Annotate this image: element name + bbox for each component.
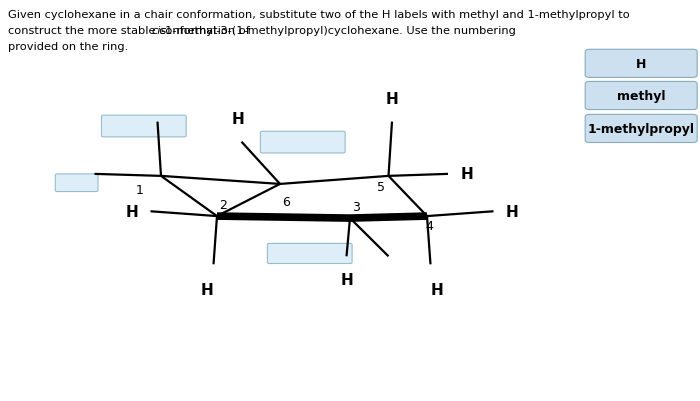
Text: 1: 1 (136, 184, 144, 196)
Text: H: H (636, 58, 646, 71)
FancyBboxPatch shape (260, 132, 345, 154)
Text: H: H (506, 204, 519, 219)
Text: provided on the ring.: provided on the ring. (8, 42, 129, 52)
Text: 3: 3 (352, 201, 360, 214)
Text: H: H (232, 112, 244, 127)
Text: 4: 4 (425, 220, 433, 233)
Text: H: H (431, 283, 444, 298)
Text: H: H (125, 204, 138, 219)
FancyBboxPatch shape (585, 82, 697, 110)
Text: 6: 6 (282, 196, 290, 209)
Text: H: H (340, 273, 353, 288)
FancyBboxPatch shape (267, 244, 352, 264)
Text: H: H (461, 167, 473, 182)
Text: 1-methylpropyl: 1-methylpropyl (588, 123, 694, 136)
Text: construct the more stable conformation of: construct the more stable conformation o… (8, 26, 254, 36)
Text: 2: 2 (219, 199, 227, 212)
Text: H: H (386, 91, 398, 106)
FancyBboxPatch shape (585, 115, 697, 143)
FancyBboxPatch shape (55, 174, 98, 192)
Text: -1-methyl-3-(1-methylpropyl)cyclohexane. Use the numbering: -1-methyl-3-(1-methylpropyl)cyclohexane.… (161, 26, 516, 36)
Text: H: H (200, 283, 213, 298)
FancyBboxPatch shape (102, 116, 186, 138)
FancyBboxPatch shape (585, 50, 697, 78)
Text: Given cyclohexane in a chair conformation, substitute two of the H labels with m: Given cyclohexane in a chair conformatio… (8, 10, 630, 20)
Text: cis: cis (151, 26, 166, 36)
Text: methyl: methyl (617, 90, 666, 103)
Text: 5: 5 (377, 180, 385, 193)
